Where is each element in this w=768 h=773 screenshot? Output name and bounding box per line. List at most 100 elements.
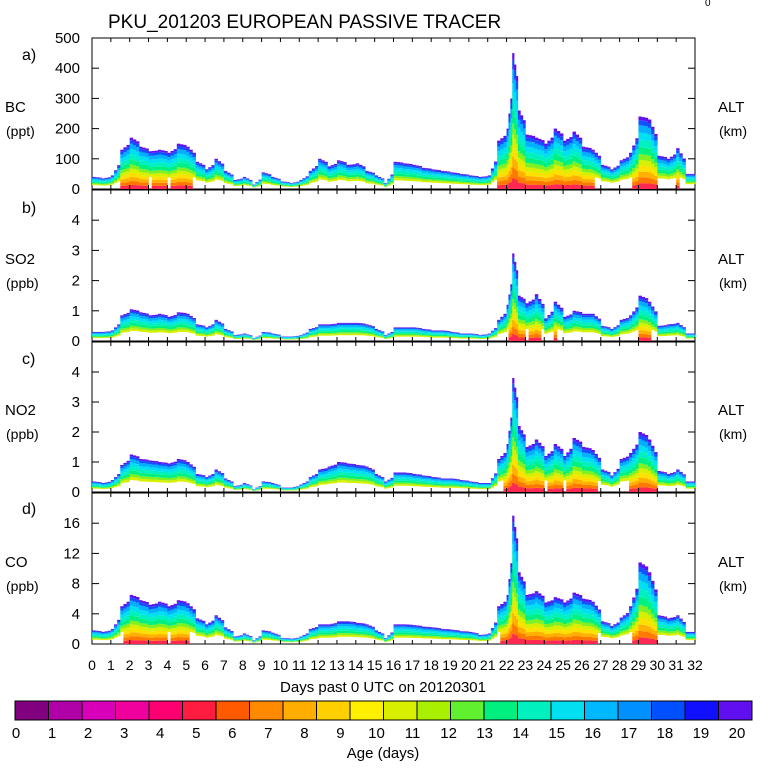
data-bar — [309, 627, 319, 639]
data-bar — [394, 327, 404, 336]
data-bar — [130, 309, 140, 331]
data-bar — [478, 634, 488, 641]
colorbar-tick-label: 6 — [228, 725, 236, 742]
x-tick-label: 8 — [239, 657, 247, 673]
unit-label: (ppb) — [6, 578, 39, 594]
colorbar-swatch — [15, 701, 49, 720]
data-bar — [563, 599, 573, 644]
y-tick-label: 400 — [55, 60, 80, 77]
data-bar — [337, 323, 347, 335]
species-label: NO2 — [5, 402, 36, 419]
data-bar — [667, 617, 677, 636]
colorbar-swatch — [551, 701, 585, 720]
data-bar — [441, 479, 451, 488]
alt-label: ALT — [718, 554, 744, 571]
data-bar — [657, 325, 667, 336]
y-tick-label: 0 — [72, 333, 80, 350]
data-bar — [601, 165, 611, 182]
unit-label: (ppt) — [6, 123, 35, 139]
data-bar — [139, 459, 149, 482]
x-axis-label: Days past 0 UTC on 20120301 — [280, 679, 486, 696]
data-bar — [412, 165, 422, 182]
data-bar — [139, 147, 149, 189]
data-bar — [120, 313, 130, 333]
data-bar — [412, 625, 422, 638]
data-bar — [620, 318, 630, 334]
x-tick-label: 16 — [386, 657, 402, 673]
data-bar — [686, 482, 696, 489]
data-bar — [638, 117, 648, 189]
data-bar — [280, 181, 290, 186]
data-bar — [431, 330, 441, 337]
x-tick-label: 0 — [88, 657, 96, 673]
data-bar — [667, 472, 677, 486]
x-tick-label: 5 — [182, 657, 190, 673]
colorbar-swatch — [484, 701, 518, 720]
data-bar — [356, 323, 366, 336]
colorbar-tick-label: 19 — [693, 725, 710, 742]
colorbar-swatch — [417, 701, 451, 720]
data-bar — [139, 600, 149, 644]
colorbar-label: Age (days) — [347, 745, 420, 762]
alt-unit-label: (km) — [719, 123, 747, 139]
data-bar — [422, 329, 432, 337]
x-tick-label: 11 — [292, 657, 307, 673]
data-bar — [394, 473, 404, 486]
data-bar — [394, 624, 404, 637]
data-bar — [167, 462, 177, 483]
colorbar-tick-label: 17 — [621, 725, 638, 742]
data-bar — [469, 632, 479, 641]
colorbar-tick-label: 9 — [336, 725, 344, 742]
data-bar — [196, 618, 206, 636]
data-bar — [412, 327, 422, 336]
data-bar — [601, 326, 611, 337]
panels-layer: 0100200300400500a)BC(ppt)ALT(km)01234b)S… — [5, 30, 747, 653]
colorbar-swatch — [82, 701, 116, 720]
data-bar — [328, 324, 338, 336]
colorbar-swatch — [149, 701, 183, 720]
colorbar-tick-label: 14 — [512, 725, 529, 742]
data-bar — [196, 474, 206, 487]
data-bar — [518, 110, 526, 189]
data-bar — [328, 164, 338, 182]
colorbar-tick-label: 2 — [84, 725, 92, 742]
x-tick-label: 30 — [650, 657, 666, 673]
x-tick-label: 26 — [574, 657, 590, 673]
x-tick-label: 28 — [612, 657, 628, 673]
data-bar — [469, 333, 479, 338]
data-bar — [318, 468, 328, 485]
data-bar — [394, 162, 404, 181]
data-bar — [92, 332, 102, 338]
data-bar — [130, 138, 140, 189]
data-bar — [459, 333, 469, 338]
data-bar — [177, 144, 187, 189]
y-tick-label: 100 — [55, 151, 80, 168]
data-bar — [356, 465, 366, 484]
colorbar-tick-label: 1 — [48, 725, 56, 742]
data-bar — [582, 314, 592, 332]
colorbar-tick-label: 10 — [368, 725, 385, 742]
colorbar-tick-label: 4 — [156, 725, 164, 742]
data-bar — [177, 459, 187, 482]
data-bar — [346, 323, 356, 335]
data-bar — [459, 174, 469, 184]
colorbar-tick-label: 5 — [192, 725, 200, 742]
data-bar — [582, 599, 592, 644]
alt-label: ALT — [718, 251, 744, 268]
data-bar — [554, 444, 564, 492]
species-label: BC — [5, 99, 26, 116]
x-tick-label: 31 — [668, 657, 684, 673]
x-tick-label: 29 — [631, 657, 647, 673]
data-bar — [346, 464, 356, 484]
colorbar-swatch — [350, 701, 384, 720]
y-tick-label: 4 — [72, 606, 80, 623]
data-bar — [158, 602, 168, 644]
data-bar — [431, 169, 441, 183]
y-tick-label: 2 — [72, 273, 80, 290]
data-bar — [158, 314, 168, 333]
data-bar — [450, 479, 460, 488]
data-bar — [130, 455, 140, 481]
